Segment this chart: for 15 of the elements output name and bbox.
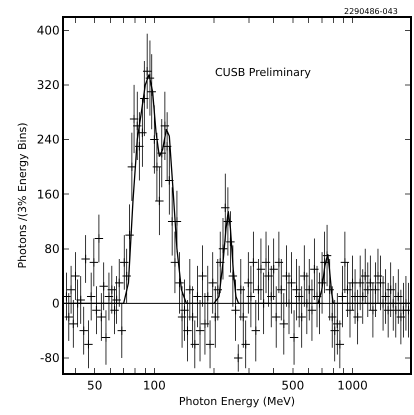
- y-tick-label: 240: [36, 132, 60, 147]
- y-tick-label: 400: [36, 23, 60, 38]
- y-tick-label: -80: [40, 351, 60, 366]
- annotation: CUSB Preliminary: [215, 66, 312, 79]
- x-axis-title: Photon Energy (MeV): [178, 395, 296, 408]
- x-tick-label: 50: [87, 378, 102, 392]
- x-tick-label: 1000: [337, 378, 368, 392]
- y-tick-label: 0: [52, 296, 60, 311]
- x-tick-label: 500: [281, 378, 304, 392]
- x-tick-label: 100: [142, 378, 166, 392]
- text: 2290486-043: [344, 7, 398, 16]
- y-tick-label: 320: [36, 78, 60, 92]
- y-tick-label: 80: [44, 242, 60, 256]
- y-axis-title: Photons /(3% Energy Bins): [16, 122, 29, 269]
- y-tick-label: 160: [36, 187, 60, 202]
